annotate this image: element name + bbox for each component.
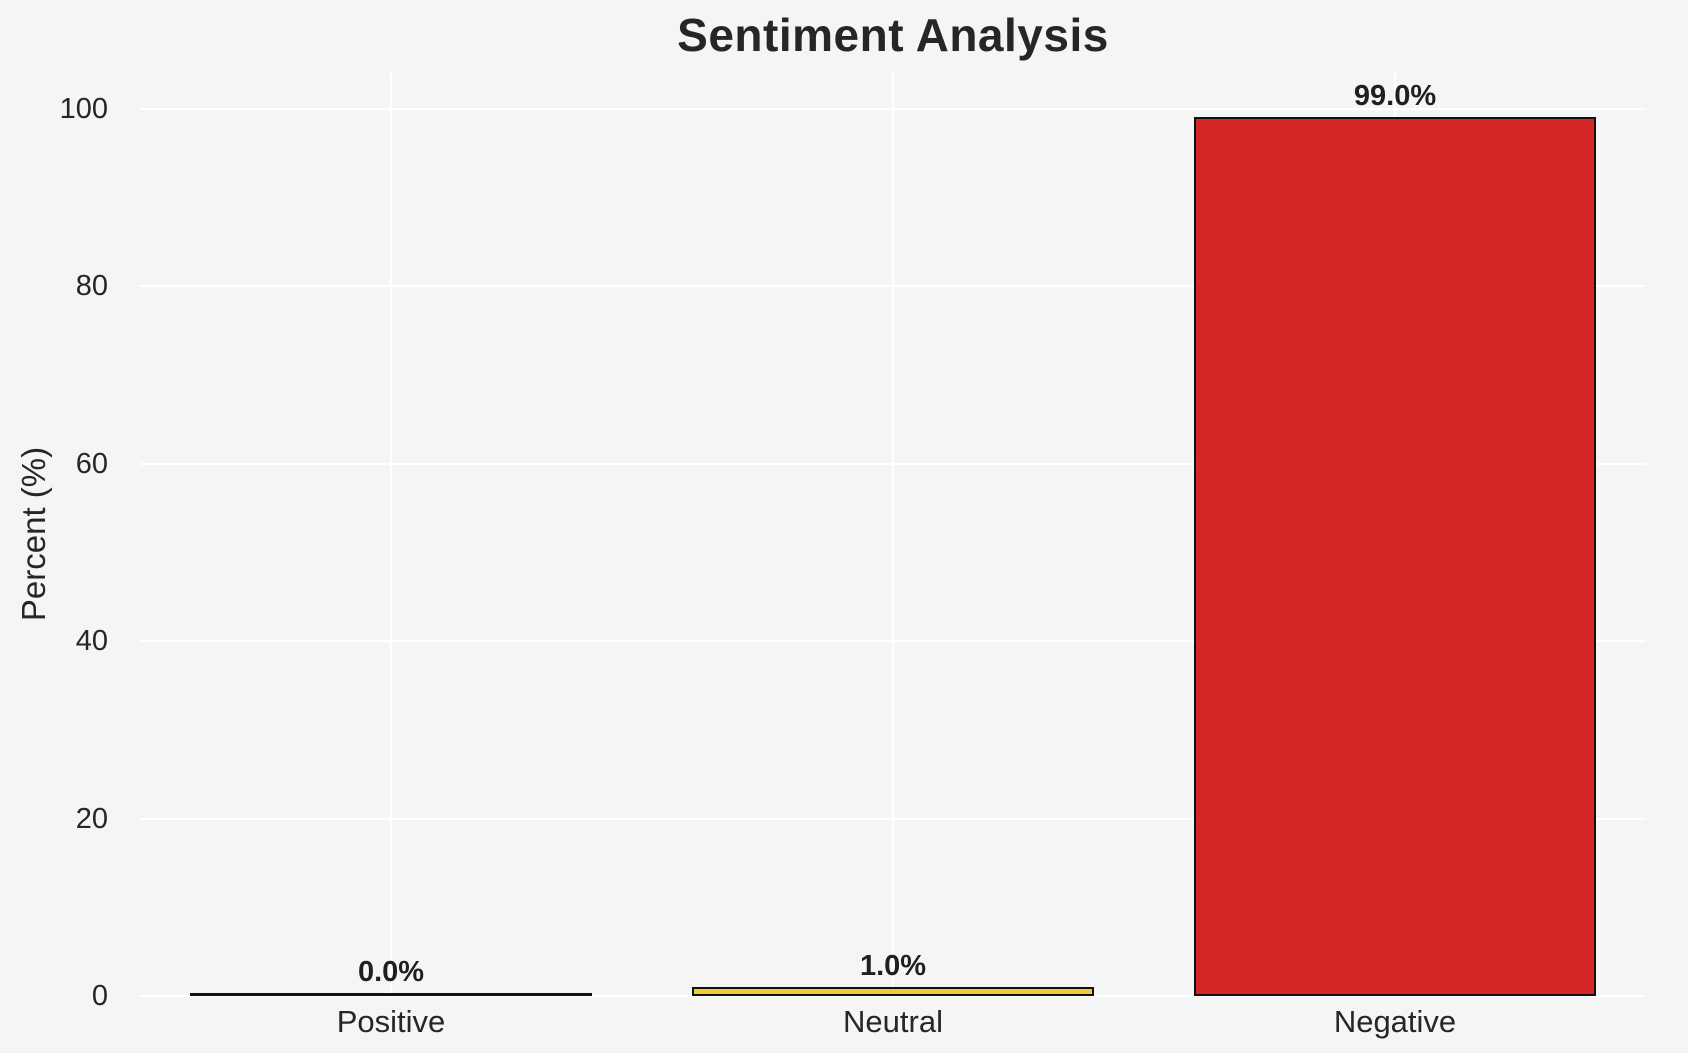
v-gridline [390,73,392,996]
x-tick-label: Positive [336,1004,446,1039]
bar-value-label: 1.0% [859,950,927,983]
v-gridline [892,73,894,996]
bar-negative [1194,117,1596,996]
y-tick-label: 0 [91,980,108,1012]
y-tick-label: 60 [75,447,108,480]
bar-neutral [692,987,1094,996]
y-tick-label: 100 [59,92,108,125]
y-tick-label: 40 [75,625,108,657]
x-tick-label: Negative [1333,1004,1457,1039]
chart-title: Sentiment Analysis [677,9,1109,61]
y-tick-label: 20 [75,802,108,835]
bar-positive [190,993,592,996]
bar-value-label: 0.0% [357,956,425,988]
h-gridline [140,995,1646,997]
y-tick-label: 80 [75,270,108,302]
bar-value-label: 99.0% [1353,80,1437,113]
x-tick-label: Neutral [843,1004,943,1039]
